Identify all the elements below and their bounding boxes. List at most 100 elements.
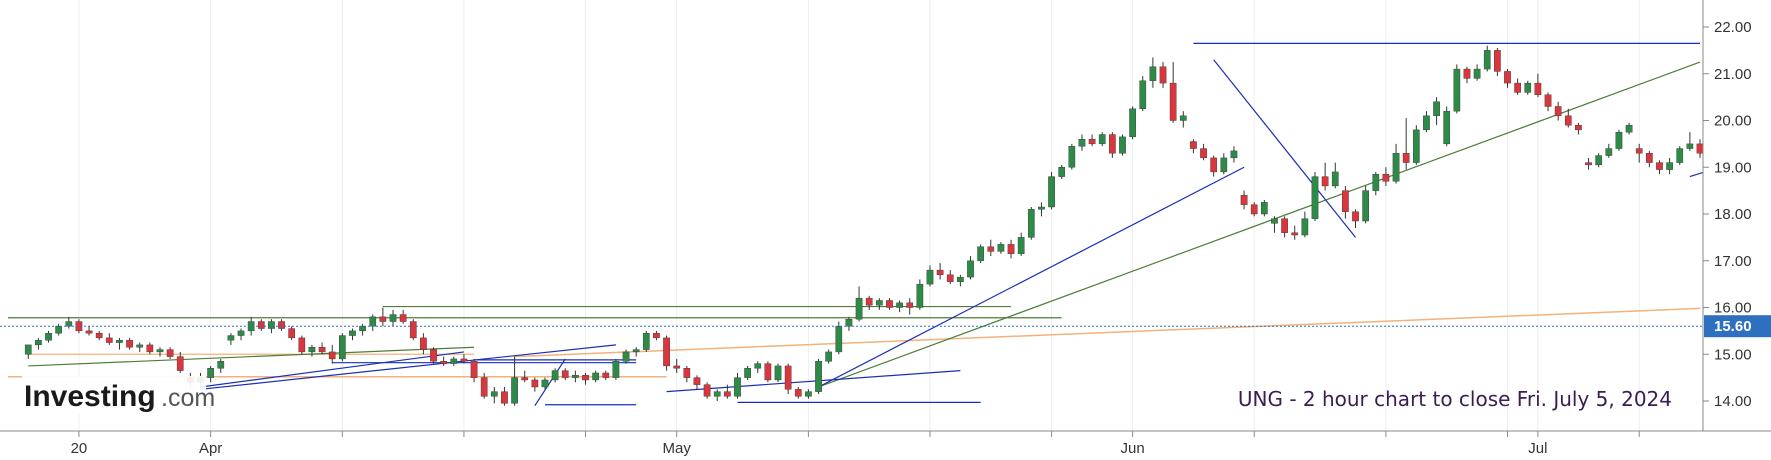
- candle-body-153: [1575, 124, 1582, 131]
- candle-body-21: [237, 330, 245, 336]
- candle-50: [531, 377, 539, 392]
- candle-142: [1463, 66, 1471, 84]
- candle-139: [1433, 97, 1440, 126]
- candle-body-83: [865, 297, 873, 306]
- candle-8: [105, 333, 113, 345]
- candle-30: [328, 344, 336, 364]
- candle-body-136: [1402, 153, 1410, 163]
- candle-127: [1311, 171, 1319, 222]
- candle-body-112: [1159, 66, 1167, 84]
- candle-37: [399, 309, 407, 324]
- candle-21: [237, 328, 245, 341]
- candle-129: [1331, 162, 1339, 189]
- candle-83: [865, 295, 873, 310]
- candle-85: [886, 298, 893, 310]
- candle-48: [511, 356, 518, 406]
- x-axis-ticks: 20 Apr May Jun Jul: [71, 431, 1640, 457]
- candle-156: [1605, 143, 1613, 158]
- candle-93: [967, 256, 974, 280]
- candle-19: [217, 358, 225, 373]
- candle-body-91: [946, 274, 954, 282]
- investing-logo: Investing .com: [22, 376, 215, 414]
- candle-body-66: [693, 377, 701, 385]
- candle-141: [1453, 64, 1461, 114]
- candle-162: [1666, 157, 1673, 175]
- candle-77: [805, 389, 812, 399]
- candle-body-15: [176, 356, 184, 371]
- candle-28: [308, 344, 316, 357]
- candle-104: [1078, 134, 1086, 151]
- candle-body-140: [1443, 110, 1451, 145]
- candle-135: [1392, 143, 1400, 184]
- candle-body-164: [1686, 143, 1694, 149]
- candle-6: [85, 326, 93, 336]
- candle-body-49: [521, 377, 529, 381]
- candle-body-32: [349, 330, 356, 336]
- candle-body-123: [1271, 218, 1278, 224]
- logo-wordmark: Investing: [24, 380, 156, 413]
- candle-78: [815, 358, 822, 394]
- x-tick-label-1: Apr: [199, 440, 222, 457]
- candle-92: [957, 274, 964, 287]
- candle-body-106: [1098, 134, 1106, 145]
- candle-body-37: [399, 314, 407, 322]
- candle-body-103: [1068, 146, 1076, 168]
- candle-body-152: [1564, 115, 1572, 126]
- candle-27: [298, 335, 306, 355]
- candle-body-10: [126, 340, 133, 348]
- candle-body-130: [1342, 190, 1349, 212]
- candle-132: [1362, 185, 1369, 224]
- candle-body-144: [1483, 50, 1491, 70]
- orange-long-trendline: [514, 307, 1701, 358]
- candle-body-77: [805, 391, 812, 397]
- candle-body-81: [845, 318, 853, 327]
- candle-body-64: [673, 365, 681, 369]
- candle-49: [521, 370, 529, 383]
- candle-7: [95, 330, 103, 341]
- candle-61: [642, 330, 650, 352]
- candle-body-113: [1169, 82, 1177, 121]
- candle-body-65: [683, 368, 691, 378]
- candle-65: [683, 365, 691, 383]
- candle-152: [1564, 108, 1572, 128]
- candle-body-48: [511, 377, 518, 404]
- candle-body-73: [764, 363, 772, 381]
- candle-body-56: [592, 372, 599, 381]
- candle-32: [349, 328, 356, 341]
- candle-body-35: [379, 316, 387, 322]
- candle-109: [1129, 106, 1136, 140]
- candle-body-142: [1463, 68, 1471, 79]
- candle-122: [1260, 199, 1268, 217]
- candle-14: [166, 347, 174, 359]
- candle-body-163: [1676, 148, 1684, 163]
- candle-29: [318, 342, 326, 355]
- candle-body-137: [1412, 129, 1420, 163]
- candle-10: [126, 337, 133, 350]
- candle-body-82: [855, 297, 863, 320]
- candle-154: [1585, 157, 1592, 170]
- candle-117: [1210, 155, 1218, 177]
- candle-98: [1017, 232, 1025, 257]
- candle-2: [45, 330, 52, 343]
- y-axis-ticks: 22.00 21.00 20.00 19.00 18.00 17.00 16.00 15.00…: [1703, 19, 1752, 410]
- candle-161: [1656, 160, 1663, 175]
- candle-body-102: [1058, 167, 1066, 177]
- candle-69: [724, 384, 731, 399]
- candle-body-104: [1078, 138, 1086, 147]
- candle-58: [612, 358, 620, 380]
- candle-144: [1483, 45, 1491, 72]
- candle-106: [1098, 132, 1106, 147]
- candle-33: [359, 323, 366, 336]
- candle-body-88: [916, 283, 924, 308]
- candle-body-150: [1544, 94, 1552, 107]
- candle-body-0: [24, 344, 32, 355]
- candle-88: [916, 279, 924, 310]
- candle-86: [896, 300, 903, 313]
- candle-body-40: [430, 349, 437, 362]
- candle-47: [501, 386, 508, 406]
- candle-3: [55, 323, 62, 336]
- candle-84: [875, 298, 883, 310]
- candle-body-107: [1109, 134, 1116, 154]
- last-price-badge-label: 15.60: [1714, 318, 1752, 335]
